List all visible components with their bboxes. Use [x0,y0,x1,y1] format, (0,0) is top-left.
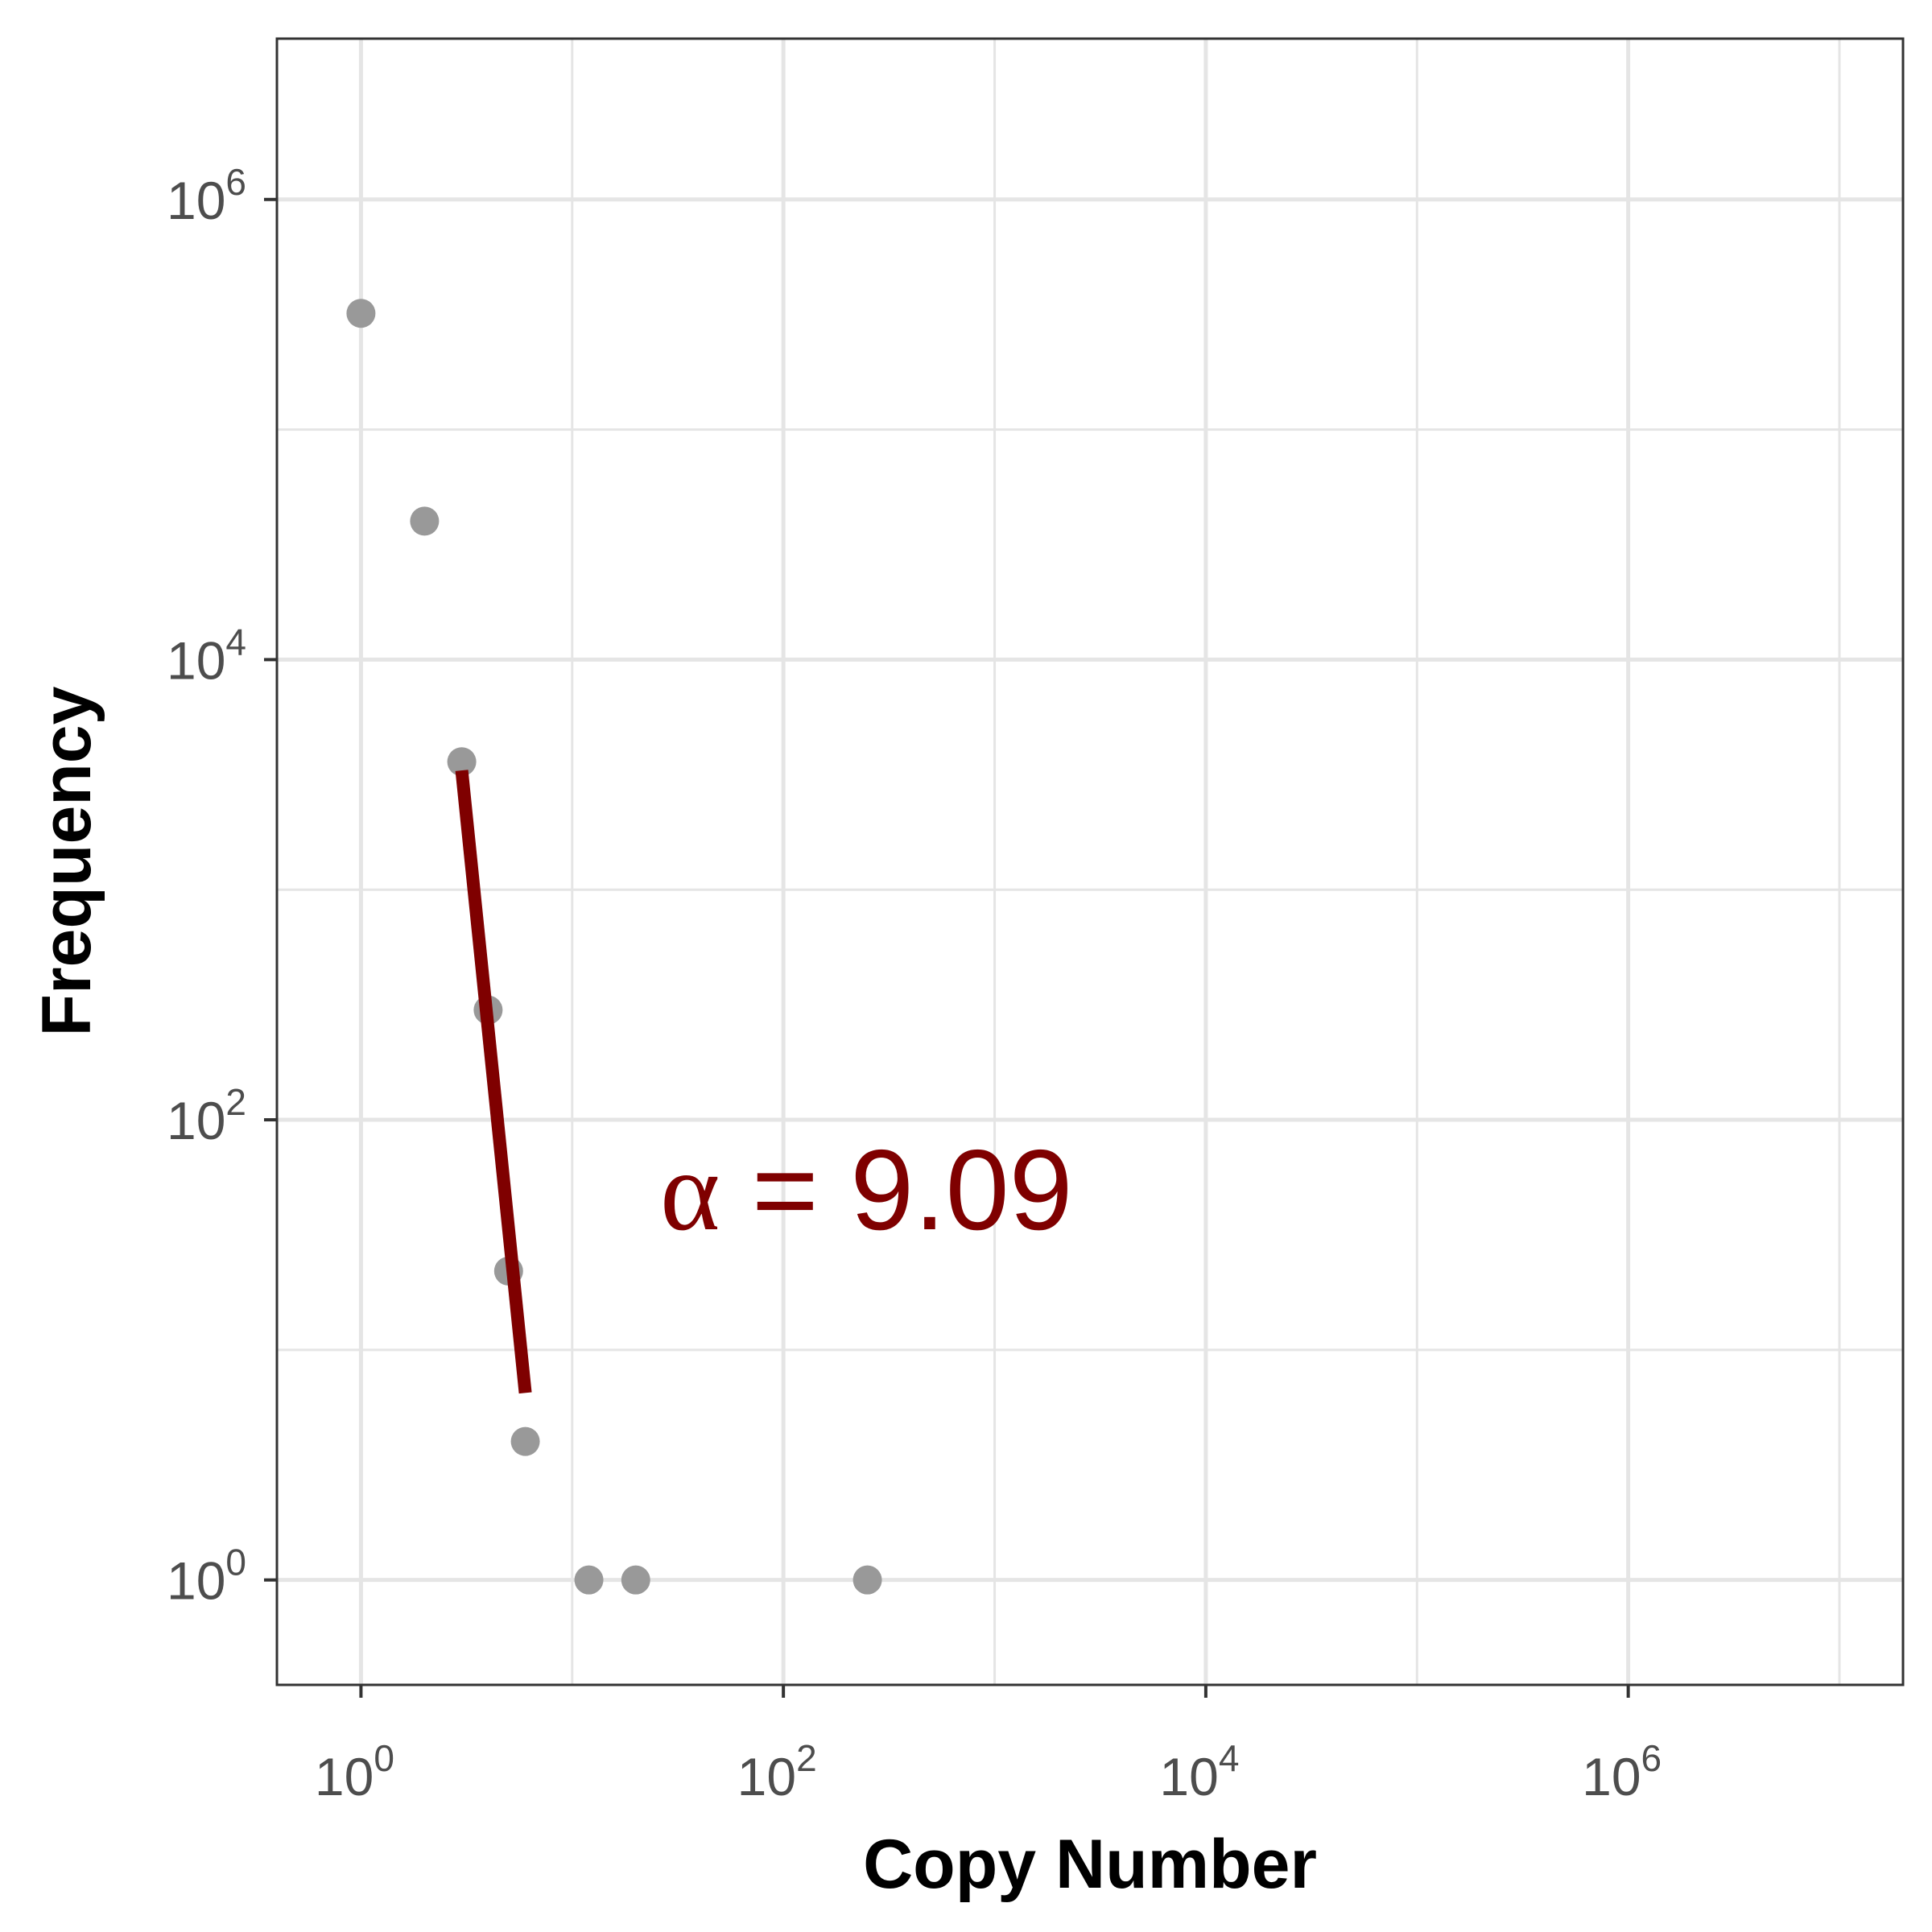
x-axis-ticks: 100 102 104 106 [315,1685,1662,1806]
y-tick-label: 106 [167,161,246,230]
y-tick-label: 104 [167,621,246,690]
minor-grid [277,39,1903,1685]
data-point [574,1565,604,1595]
fit-line-layer [455,770,532,1394]
x-tick-label: 104 [1159,1737,1239,1806]
x-axis-title: Copy Number [863,1826,1317,1903]
data-point [346,299,376,328]
data-point [510,1426,540,1456]
y-axis-ticks: 100 102 104 106 [167,161,277,1611]
data-point [852,1565,882,1595]
alpha-annotation: α = 9.09 [660,1126,1073,1254]
major-grid [277,39,1903,1685]
plot-panel-border [275,37,1905,1686]
y-axis-title: Frequency [28,686,105,1036]
y-tick-label: 100 [167,1542,246,1611]
x-tick-label: 106 [1582,1737,1662,1806]
data-point [621,1565,650,1595]
x-tick-label: 100 [315,1737,394,1806]
data-point [410,506,440,536]
x-tick-label: 102 [737,1737,817,1806]
y-tick-label: 102 [167,1081,246,1150]
data-point [447,747,477,777]
fit-line [455,770,532,1394]
